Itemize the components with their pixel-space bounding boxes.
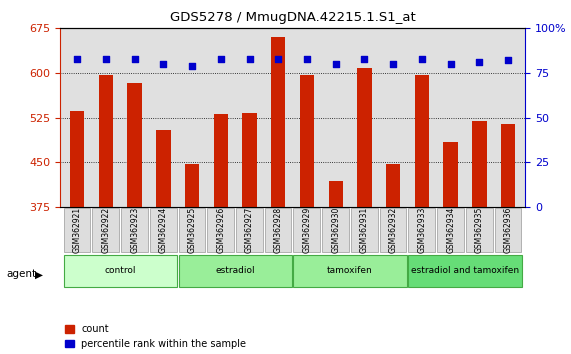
Text: ▶: ▶ [35, 269, 43, 279]
Point [187, 63, 196, 69]
Text: GSM362930: GSM362930 [331, 207, 340, 253]
Bar [271, 37, 286, 207]
Bar [328, 182, 343, 207]
Bar [357, 68, 372, 207]
Bar [408, 209, 435, 252]
Point [504, 58, 513, 63]
Bar [472, 121, 486, 207]
Bar [386, 164, 400, 207]
Text: GSM362934: GSM362934 [446, 207, 455, 253]
Point [475, 59, 484, 65]
Bar [150, 209, 176, 252]
Bar [179, 255, 292, 287]
Text: agent: agent [7, 269, 37, 279]
Bar [494, 209, 521, 252]
Bar [207, 209, 234, 252]
Text: GSM362936: GSM362936 [504, 207, 513, 253]
Text: GSM362933: GSM362933 [417, 207, 427, 253]
Bar [444, 142, 458, 207]
Point [389, 61, 398, 67]
Text: estradiol and tamoxifen: estradiol and tamoxifen [411, 266, 519, 275]
Bar [214, 114, 228, 207]
Bar [156, 130, 171, 207]
Text: GSM362922: GSM362922 [102, 207, 110, 253]
Bar [121, 209, 148, 252]
Bar [64, 255, 177, 287]
Text: GSM362932: GSM362932 [389, 207, 397, 253]
Bar [185, 164, 199, 207]
Text: GSM362925: GSM362925 [188, 207, 196, 253]
Text: GSM362929: GSM362929 [303, 207, 312, 253]
Text: GSM362923: GSM362923 [130, 207, 139, 253]
Title: GDS5278 / MmugDNA.42215.1.S1_at: GDS5278 / MmugDNA.42215.1.S1_at [170, 11, 416, 24]
Bar [99, 75, 113, 207]
Text: GSM362927: GSM362927 [245, 207, 254, 253]
Bar [380, 209, 407, 252]
Bar [415, 75, 429, 207]
Point [101, 56, 110, 62]
Point [159, 61, 168, 67]
Bar [179, 209, 206, 252]
Point [417, 56, 427, 62]
Point [274, 56, 283, 62]
Bar [300, 75, 314, 207]
Bar [64, 209, 90, 252]
Bar [466, 209, 493, 252]
Bar [93, 209, 119, 252]
Point [446, 61, 455, 67]
Bar [437, 209, 464, 252]
Legend: count, percentile rank within the sample: count, percentile rank within the sample [65, 324, 246, 349]
Point [130, 56, 139, 62]
Bar [236, 209, 263, 252]
Text: estradiol: estradiol [215, 266, 255, 275]
Bar [501, 124, 515, 207]
Point [245, 56, 254, 62]
Bar [351, 209, 377, 252]
Bar [293, 255, 407, 287]
Text: GSM362924: GSM362924 [159, 207, 168, 253]
Bar [408, 255, 521, 287]
Point [360, 56, 369, 62]
Bar [70, 110, 85, 207]
Point [303, 56, 312, 62]
Text: GSM362926: GSM362926 [216, 207, 226, 253]
Point [73, 56, 82, 62]
Point [216, 56, 226, 62]
Bar [242, 113, 257, 207]
Bar [265, 209, 291, 252]
Bar [322, 209, 349, 252]
Bar [127, 82, 142, 207]
Bar [293, 209, 320, 252]
Point [331, 61, 340, 67]
Text: tamoxifen: tamoxifen [327, 266, 373, 275]
Text: GSM362935: GSM362935 [475, 207, 484, 253]
Text: GSM362921: GSM362921 [73, 207, 82, 253]
Text: GSM362928: GSM362928 [274, 207, 283, 253]
Text: control: control [104, 266, 136, 275]
Text: GSM362931: GSM362931 [360, 207, 369, 253]
